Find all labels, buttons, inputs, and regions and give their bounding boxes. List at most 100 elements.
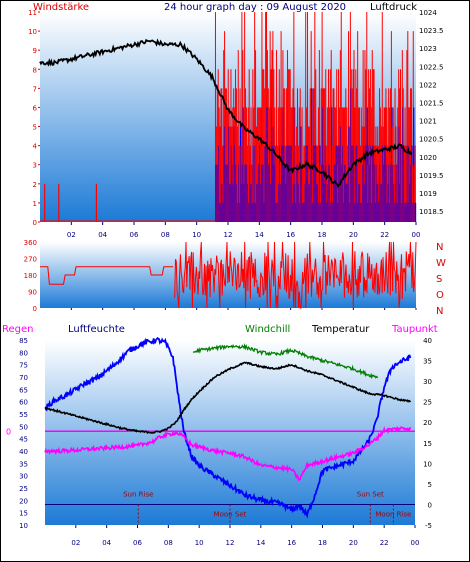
- wind-tick-label: 5: [33, 124, 37, 132]
- pressure-tick-label: 1019.5: [419, 172, 444, 180]
- wind-tick-label: 8: [33, 66, 37, 74]
- humidity-tick-label: 30: [19, 473, 28, 481]
- x-tick-label: 22: [380, 231, 389, 239]
- x-tick-label: 10: [192, 231, 201, 239]
- temperature-tick-label: -5: [425, 522, 432, 530]
- temperature-tick-label: 25: [423, 399, 432, 407]
- temperature-tick-label: 30: [423, 378, 432, 386]
- humidity-tick-label: 85: [19, 337, 28, 345]
- temperature-tick-label: 35: [423, 358, 432, 366]
- wind-tick-label: 6: [33, 104, 38, 112]
- x-tick-label: 20: [349, 539, 358, 547]
- pressure-tick-label: 1023.5: [419, 27, 444, 35]
- compass-label: W: [436, 258, 446, 269]
- pressure-tick-label: 1021.5: [419, 100, 444, 108]
- humidity-tick-label: 75: [19, 362, 28, 370]
- humidity-tick-label: 10: [19, 522, 28, 530]
- direction-tick-label: 0: [33, 305, 37, 313]
- direction-tick-label: 180: [24, 272, 37, 280]
- compass-label: S: [436, 274, 442, 285]
- humidity-tick-label: 45: [19, 436, 28, 444]
- wind-strength-axis-label: Windstärke: [33, 2, 89, 13]
- windchill-line: [192, 342, 379, 380]
- humidity-tick-label: 70: [19, 374, 28, 382]
- pressure-tick-label: 1022.5: [419, 63, 444, 71]
- wind-tick-label: 11: [28, 9, 37, 17]
- dewpoint-label: Taupunkt: [391, 324, 438, 335]
- direction-tick-label: 90: [28, 289, 37, 297]
- pressure-tick-label: 1020: [419, 154, 437, 162]
- humidity-tick-label: 40: [19, 448, 28, 456]
- wind-direction-line: [40, 266, 174, 285]
- humidity-tick-label: 60: [19, 399, 28, 407]
- rain-zero-label: 0: [6, 427, 11, 436]
- sun-rise-label: Sun Rise: [123, 490, 153, 498]
- temperature-line: [44, 361, 412, 435]
- x-tick-label: 10: [195, 539, 204, 547]
- x-tick-label: 22: [380, 539, 389, 547]
- wind-tick-label: 9: [33, 47, 37, 55]
- pressure-tick-label: 1019: [419, 190, 437, 198]
- x-tick-label: 04: [98, 231, 107, 239]
- direction-tick-label: 270: [24, 256, 37, 264]
- wind-tick-label: 4: [33, 143, 38, 151]
- x-tick-label: 00: [411, 539, 420, 547]
- pressure-tick-label: 1020.5: [419, 136, 444, 144]
- x-tick-label: 18: [318, 539, 327, 547]
- x-tick-label: 06: [133, 539, 142, 547]
- wind-tick-label: 7: [33, 85, 37, 93]
- humidity-tick-label: 15: [19, 510, 28, 518]
- x-tick-label: 20: [349, 231, 358, 239]
- wind-direction-noisy-line: [174, 241, 417, 309]
- pressure-tick-label: 1018.5: [419, 208, 444, 216]
- pressure-tick-label: 1023: [419, 45, 437, 53]
- wind-tick-label: 10: [28, 28, 37, 36]
- temperature-label: Temperatur: [311, 324, 370, 335]
- humidity-tick-label: 80: [19, 349, 28, 357]
- x-tick-label: 06: [130, 231, 139, 239]
- x-tick-label: 08: [161, 231, 170, 239]
- wind-tick-label: 0: [33, 219, 37, 227]
- temperature-tick-label: 5: [428, 481, 432, 489]
- sun-set-label: Sun Set: [357, 490, 384, 498]
- x-tick-label: 02: [67, 231, 76, 239]
- x-tick-label: 08: [164, 539, 173, 547]
- humidity-tick-label: 25: [19, 485, 28, 493]
- chart-title: 24 hour graph day : 09 August 2020: [164, 2, 346, 13]
- x-tick-label: 00: [412, 231, 421, 239]
- humidity-tick-label: 20: [19, 497, 28, 505]
- rain-label: Regen: [2, 324, 34, 335]
- pressure-line: [39, 38, 413, 188]
- temperature-tick-label: 0: [428, 501, 432, 509]
- humidity-tick-label: 35: [19, 460, 28, 468]
- humidity-tick-label: 50: [19, 423, 28, 431]
- wind-tick-label: 1: [33, 200, 37, 208]
- pressure-tick-label: 1022: [419, 81, 437, 89]
- humidity-tick-label: 65: [19, 386, 28, 394]
- humidity-label: Luftfeuchte: [68, 324, 125, 335]
- x-tick-label: 16: [286, 231, 295, 239]
- compass-label: N: [436, 242, 443, 253]
- temperature-tick-label: 20: [423, 419, 432, 427]
- temperature-tick-label: 40: [423, 337, 432, 345]
- x-tick-label: 14: [255, 231, 264, 239]
- x-tick-label: 18: [318, 231, 327, 239]
- direction-tick-label: 360: [24, 239, 37, 247]
- temperature-tick-label: 15: [423, 440, 432, 448]
- x-tick-label: 14: [256, 539, 265, 547]
- dewpoint-line: [44, 425, 412, 482]
- pressure-tick-label: 1021: [419, 118, 437, 126]
- wind-tick-label: 2: [33, 181, 37, 189]
- moon-set-label: Moon Set: [214, 510, 247, 518]
- windchill-label: Windchill: [245, 324, 290, 335]
- x-tick-label: 02: [71, 539, 80, 547]
- wind-tick-label: 3: [33, 162, 37, 170]
- compass-label: N: [436, 306, 443, 317]
- compass-label: O: [436, 290, 444, 301]
- x-tick-label: 04: [102, 539, 111, 547]
- humidity-line: [44, 336, 412, 519]
- moon-rise-label: Moon Rise: [375, 510, 411, 518]
- temperature-tick-label: 10: [423, 460, 432, 468]
- x-tick-label: 16: [287, 539, 296, 547]
